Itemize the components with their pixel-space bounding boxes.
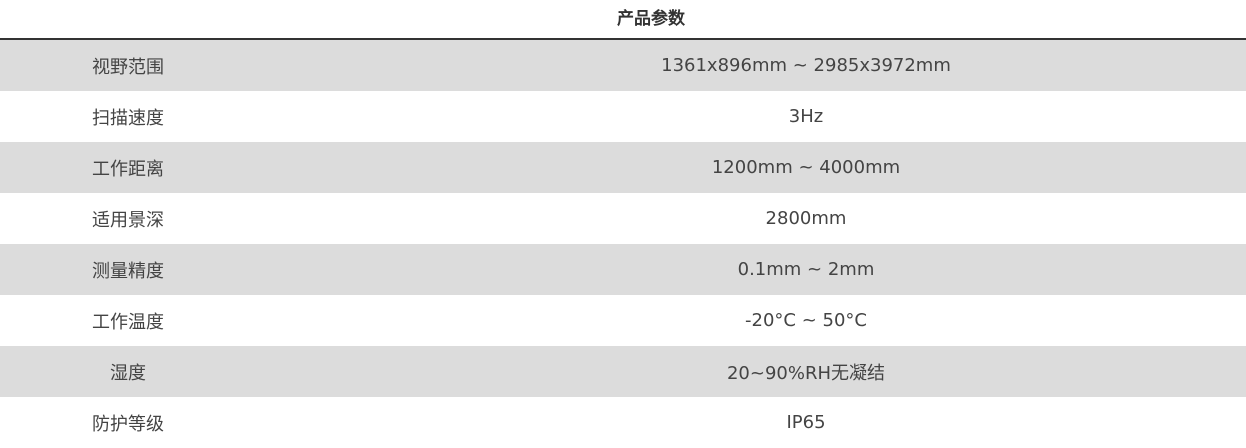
spec-value: -20°C ~ 50°C bbox=[745, 310, 867, 331]
table-row: 工作温度 -20°C ~ 50°C bbox=[0, 295, 1246, 346]
spec-label: 工作距离 bbox=[92, 158, 164, 180]
spec-label: 适用景深 bbox=[92, 209, 164, 231]
spec-value: IP65 bbox=[786, 412, 826, 433]
table-row: 适用景深 2800mm bbox=[0, 193, 1246, 244]
spec-value: 3Hz bbox=[788, 106, 824, 127]
spec-label: 湿度 bbox=[110, 362, 146, 384]
spec-value: 2800mm bbox=[765, 208, 847, 229]
spec-label: 工作温度 bbox=[92, 311, 164, 333]
spec-value: 0.1mm ~ 2mm bbox=[737, 259, 875, 280]
table-row: 测量精度 0.1mm ~ 2mm bbox=[0, 244, 1246, 295]
table-row: 防护等级 IP65 bbox=[0, 397, 1246, 448]
table-row: 扫描速度 3Hz bbox=[0, 91, 1246, 142]
spec-label: 视野范围 bbox=[92, 56, 164, 78]
table-title: 产品参数 bbox=[617, 9, 685, 29]
spec-label: 测量精度 bbox=[92, 260, 164, 282]
spec-label: 扫描速度 bbox=[92, 107, 164, 129]
table-row: 视野范围 1361x896mm ~ 2985x3972mm bbox=[0, 40, 1246, 91]
spec-value: 20~90%RH无凝结 bbox=[726, 362, 886, 384]
table-row: 工作距离 1200mm ~ 4000mm bbox=[0, 142, 1246, 193]
spec-table: 视野范围 1361x896mm ~ 2985x3972mm 扫描速度 3Hz 工作距离 1… bbox=[0, 40, 1246, 448]
spec-value: 1361x896mm ~ 2985x3972mm bbox=[661, 55, 951, 76]
header-divider bbox=[0, 38, 1246, 40]
spec-label: 防护等级 bbox=[92, 413, 164, 435]
table-row: 湿度 20~90%RH无凝结 bbox=[0, 346, 1246, 397]
spec-value: 1200mm ~ 4000mm bbox=[711, 157, 901, 178]
